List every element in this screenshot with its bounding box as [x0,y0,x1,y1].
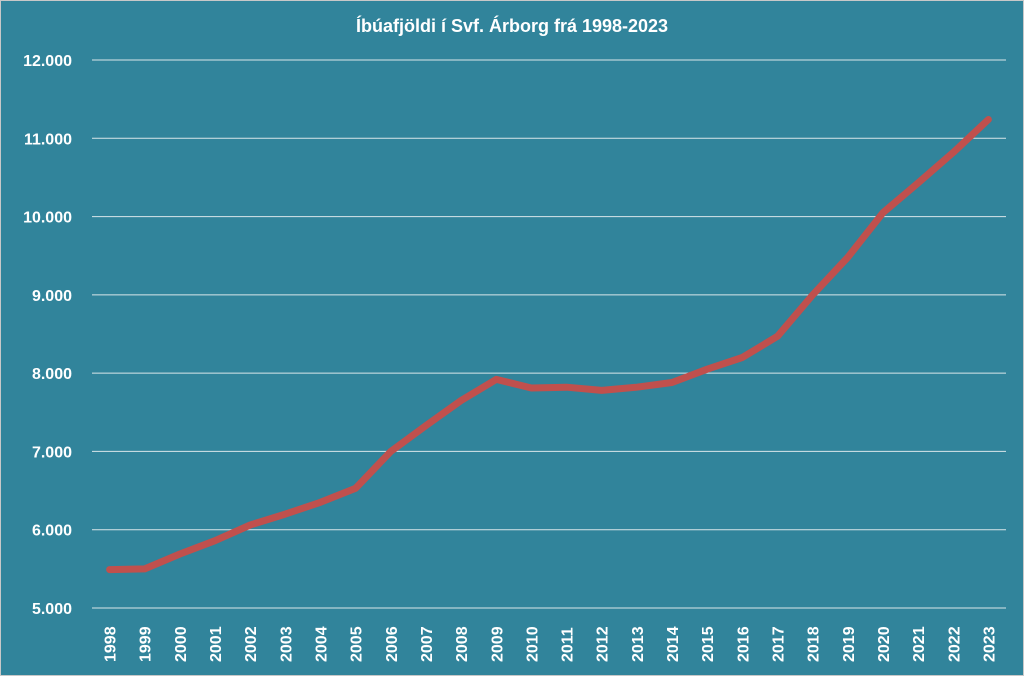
x-tick-label: 1999 [138,626,155,662]
series-line [106,116,992,574]
data-point [952,151,954,153]
x-tick-label: 2014 [665,626,682,662]
data-point [987,118,989,120]
x-tick-label: 2023 [981,626,998,662]
x-tick-label: 2007 [419,626,436,662]
data-point [214,540,216,542]
x-tick-label: 2006 [384,626,401,662]
y-tick-label: 7.000 [32,444,72,461]
x-tick-label: 2004 [314,626,331,662]
data-point [179,553,181,555]
x-tick-label: 1998 [103,626,120,662]
x-tick-label: 2011 [560,627,577,662]
y-axis-tick-labels: 5.000 6.000 7.000 8.000 9.000 10.000 11.000 12.… [23,53,72,618]
data-point [671,382,673,384]
x-tick-label: 2002 [243,626,260,662]
y-tick-label: 9.000 [32,288,72,305]
data-point [706,368,708,370]
x-tick-label: 2017 [771,626,788,662]
y-tick-label: 8.000 [32,366,72,383]
data-point [425,425,427,427]
x-tick-label: 2015 [700,626,717,662]
data-point [109,569,111,571]
data-point [144,568,146,570]
data-point [284,513,286,515]
x-tick-label: 2018 [806,626,823,662]
x-tick-label: 2008 [454,626,471,662]
x-tick-label: 2009 [489,626,506,662]
data-point [847,256,849,258]
data-point [390,450,392,452]
data-point [320,501,321,503]
x-tick-label: 2019 [841,626,858,662]
data-point [882,212,884,214]
x-tick-label: 2013 [630,626,647,662]
x-tick-label: 2022 [946,626,963,662]
x-tick-label: 2021 [911,626,928,662]
x-tick-label: 2001 [208,626,225,662]
x-tick-label: 2012 [595,626,612,662]
data-point [636,386,638,388]
y-tick-label: 12.000 [23,53,72,70]
data-point [601,389,603,391]
data-point [495,378,497,380]
data-point [460,400,462,402]
x-tick-label: 2000 [173,626,190,662]
gridlines [92,59,1006,609]
chart-title: Íbúafjöldi í Svf. Árborg frá 1998-2023 [356,15,668,36]
data-point [249,524,251,526]
y-tick-label: 10.000 [23,210,72,227]
y-tick-label: 6.000 [32,523,72,540]
data-point [530,387,532,389]
x-tick-label: 2010 [524,626,541,662]
x-axis-tick-labels: 1998 1999 2000 2001 2002 2003 2004 2005 2006 2007… [103,626,999,662]
x-tick-label: 2005 [349,626,366,662]
data-point [917,182,919,184]
data-point [812,294,814,296]
y-tick-label: 11.000 [24,131,72,148]
x-tick-label: 2003 [278,626,295,662]
series-lines [106,116,992,574]
data-point [355,487,357,489]
data-point [566,386,568,388]
data-point [741,356,743,358]
data-point [777,335,778,337]
y-tick-label: 5.000 [32,601,72,618]
x-tick-label: 2020 [876,626,893,662]
x-tick-label: 2016 [735,626,752,662]
